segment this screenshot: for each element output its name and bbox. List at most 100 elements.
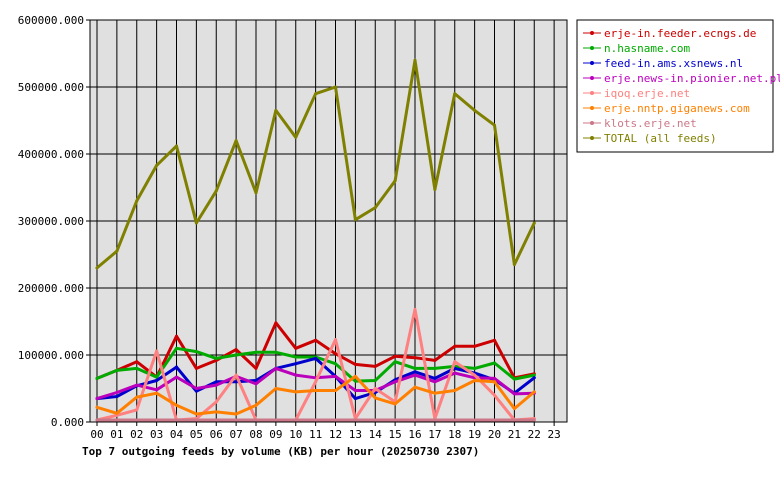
chart-title: Top 7 outgoing feeds by volume (KB) per … (82, 445, 479, 458)
data-point (532, 221, 536, 225)
data-point (373, 387, 377, 390)
data-point (254, 378, 258, 382)
data-point (254, 403, 258, 407)
series-group (95, 58, 536, 270)
data-point (493, 380, 496, 384)
data-point (532, 390, 536, 394)
data-point (453, 92, 457, 96)
data-point (234, 412, 238, 416)
data-point (413, 58, 417, 62)
data-point (493, 123, 496, 127)
data-point (453, 360, 457, 364)
data-point (274, 387, 278, 390)
data-point (493, 338, 496, 342)
series-group (95, 374, 536, 416)
legend-box (576, 19, 774, 153)
data-point (453, 344, 457, 348)
data-point (334, 374, 337, 378)
data-point (294, 362, 298, 366)
data-point (393, 179, 397, 183)
data-point (115, 411, 119, 415)
data-point (254, 382, 258, 386)
data-point (194, 221, 198, 225)
data-point (314, 389, 318, 393)
data-point (334, 338, 337, 342)
legend-label: erje.news-in.pionier.net.pl (604, 72, 780, 85)
x-tick-label: 19 (468, 428, 481, 441)
data-point (175, 375, 178, 379)
legend-label: TOTAL (all feeds) (604, 132, 717, 145)
data-point (194, 412, 198, 416)
data-point (512, 392, 516, 396)
data-point (512, 418, 516, 422)
data-point (373, 206, 377, 210)
x-tick-label: 07 (230, 428, 243, 441)
legend-label: erje.nntp.giganews.com (604, 102, 750, 115)
data-point (175, 346, 178, 350)
legend-marker (590, 91, 594, 95)
data-point (314, 92, 318, 96)
data-point (115, 395, 119, 399)
data-point (135, 199, 139, 203)
legend-marker (590, 136, 594, 140)
data-point (413, 373, 417, 377)
data-point (135, 383, 139, 387)
data-point (155, 418, 159, 422)
data-point (294, 135, 298, 139)
series-lines (95, 58, 536, 422)
data-point (353, 218, 357, 222)
data-point (314, 380, 318, 384)
data-point (393, 402, 397, 406)
legend-marker (590, 106, 594, 110)
data-point (234, 139, 238, 143)
data-point (473, 378, 477, 382)
data-point (413, 370, 417, 374)
x-tick-label: 09 (269, 428, 282, 441)
x-tick-label: 05 (190, 428, 203, 441)
data-point (234, 348, 238, 352)
y-tick-label: 300000.000 (18, 215, 84, 228)
x-tick-label: 11 (309, 428, 322, 441)
data-point (254, 350, 258, 354)
y-tick-label: 200000.000 (18, 282, 84, 295)
data-point (155, 375, 159, 379)
data-point (194, 418, 198, 422)
data-point (413, 385, 417, 389)
y-tick-label: 100000.000 (18, 349, 84, 362)
legend-marker (590, 76, 594, 80)
data-point (373, 378, 377, 382)
data-point (135, 408, 139, 412)
data-point (433, 188, 437, 192)
legend-label: erje-in.feeder.ecngs.de (604, 27, 756, 40)
legend-marker (590, 46, 594, 50)
data-point (175, 403, 178, 407)
x-tick-label: 22 (528, 428, 541, 441)
data-point (135, 360, 139, 364)
x-tick-label: 16 (408, 428, 421, 441)
data-point (155, 391, 159, 395)
x-tick-label: 21 (508, 428, 521, 441)
x-tick-label: 15 (389, 428, 402, 441)
data-point (453, 389, 457, 393)
data-point (334, 418, 337, 422)
data-point (135, 366, 139, 370)
data-point (95, 418, 99, 422)
x-tick-label: 00 (90, 428, 103, 441)
data-point (512, 263, 516, 267)
data-point (413, 356, 417, 360)
data-point (214, 410, 218, 414)
data-point (115, 249, 119, 253)
x-tick-label: 06 (210, 428, 223, 441)
data-point (353, 389, 357, 393)
y-tick-label: 500000.000 (18, 81, 84, 94)
x-tick-label: 03 (150, 428, 163, 441)
series-group (95, 418, 536, 422)
data-point (214, 189, 218, 193)
data-point (214, 418, 218, 422)
data-point (433, 376, 437, 380)
data-point (294, 346, 298, 350)
legend-label: klots.erje.net (604, 117, 697, 130)
data-point (175, 144, 178, 148)
data-point (274, 321, 278, 325)
